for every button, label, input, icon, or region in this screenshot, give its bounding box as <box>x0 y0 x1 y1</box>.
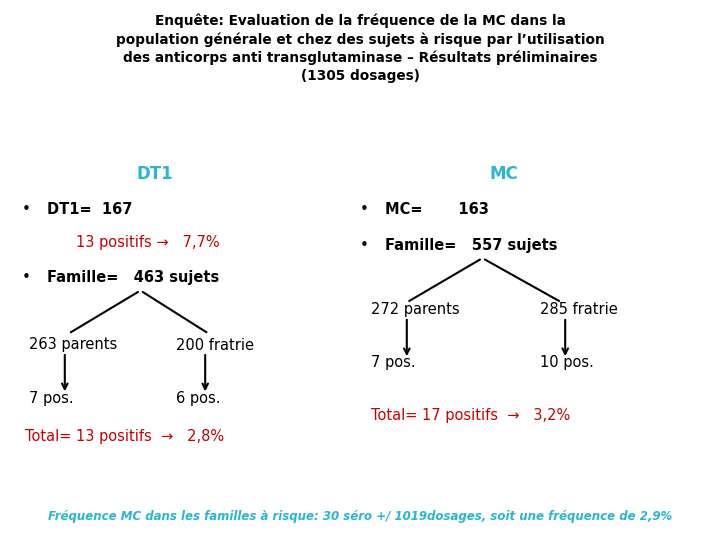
Text: Famille=   557 sujets: Famille= 557 sujets <box>385 238 558 253</box>
Text: DT1=  167: DT1= 167 <box>47 202 132 218</box>
Text: 7 pos.: 7 pos. <box>371 355 415 370</box>
Text: •: • <box>22 202 30 218</box>
Text: MC: MC <box>490 165 518 183</box>
Text: Famille=   463 sujets: Famille= 463 sujets <box>47 270 219 285</box>
Text: 200 fratrie: 200 fratrie <box>176 338 254 353</box>
Text: DT1: DT1 <box>137 165 173 183</box>
Text: Total= 17 positifs  →   3,2%: Total= 17 positifs → 3,2% <box>371 408 570 423</box>
Text: 13 positifs →   7,7%: 13 positifs → 7,7% <box>76 235 219 250</box>
Text: 272 parents: 272 parents <box>371 302 459 318</box>
Text: Fréquence MC dans les familles à risque: 30 séro +/ 1019dosages, soit une fréque: Fréquence MC dans les familles à risque:… <box>48 510 672 523</box>
Text: Enquête: Evaluation de la fréquence de la MC dans la
population générale et chez: Enquête: Evaluation de la fréquence de l… <box>116 14 604 83</box>
Text: 285 fratrie: 285 fratrie <box>540 302 618 318</box>
Text: 263 parents: 263 parents <box>29 338 117 353</box>
Text: MC=       163: MC= 163 <box>385 202 489 218</box>
Text: 7 pos.: 7 pos. <box>29 392 73 407</box>
Text: Total= 13 positifs  →   2,8%: Total= 13 positifs → 2,8% <box>25 429 225 444</box>
Text: 10 pos.: 10 pos. <box>540 355 594 370</box>
Text: •: • <box>360 202 369 218</box>
Text: •: • <box>22 270 30 285</box>
Text: 6 pos.: 6 pos. <box>176 392 221 407</box>
Text: •: • <box>360 238 369 253</box>
